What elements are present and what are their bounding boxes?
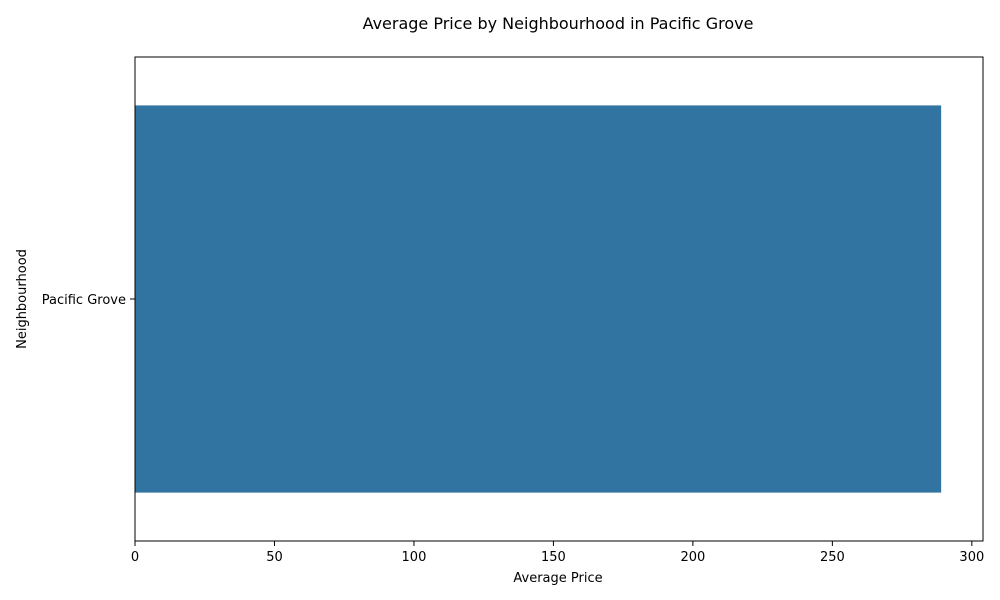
x-axis-label: Average Price [513,571,602,586]
x-tick-label: 200 [680,550,705,565]
bars-group [135,105,942,493]
x-tick-label: 300 [959,550,984,565]
y-axis-ticks: Pacific Grove [42,293,135,308]
chart-title: Average Price by Neighbourhood in Pacifi… [363,14,754,33]
bar [135,105,942,493]
x-tick-label: 150 [541,550,566,565]
x-tick-label: 250 [820,550,845,565]
x-tick-label: 50 [266,550,283,565]
y-axis-label: Neighbourhood [15,249,30,349]
y-tick-label: Pacific Grove [42,293,126,308]
x-tick-label: 100 [402,550,427,565]
x-axis-ticks: 0 50 100 150 200 250 300 [131,541,984,565]
x-tick-label: 0 [131,550,139,565]
